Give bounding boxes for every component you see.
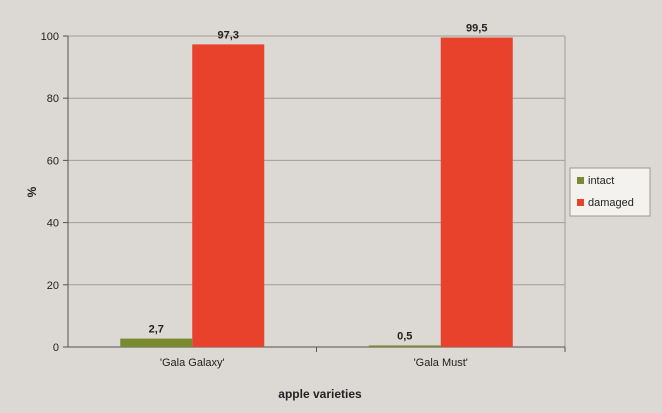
bar-damaged xyxy=(192,44,265,347)
y-tick-label: 40 xyxy=(47,218,59,230)
bar-intact xyxy=(120,338,193,347)
legend-swatch-intact xyxy=(577,177,584,184)
bars xyxy=(120,37,513,348)
legend-label-intact: intact xyxy=(588,175,614,187)
legend: intact damaged xyxy=(569,167,651,217)
y-tick-label: 20 xyxy=(47,280,59,292)
data-label: 2,7 xyxy=(149,324,164,336)
data-labels: 2,7 97,3 0,5 99,5 xyxy=(149,23,488,343)
y-tick-label: 100 xyxy=(41,31,59,43)
x-tick-label: 'Gala Must' xyxy=(414,357,468,369)
y-axis-label: % xyxy=(25,186,39,197)
data-label: 97,3 xyxy=(218,29,239,41)
x-axis-label: apple varieties xyxy=(278,387,362,401)
x-tick-label: 'Gala Galaxy' xyxy=(160,357,225,369)
bar-intact xyxy=(368,345,441,347)
y-tick-label: 0 xyxy=(53,342,59,354)
y-tick-label: 80 xyxy=(47,93,59,105)
legend-box xyxy=(569,167,651,217)
legend-swatch-damaged xyxy=(577,199,584,206)
legend-label-damaged: damaged xyxy=(588,197,634,209)
data-label: 99,5 xyxy=(466,23,487,35)
bar-damaged xyxy=(440,37,513,348)
data-label: 0,5 xyxy=(397,330,412,342)
y-tick-label: 60 xyxy=(47,155,59,167)
